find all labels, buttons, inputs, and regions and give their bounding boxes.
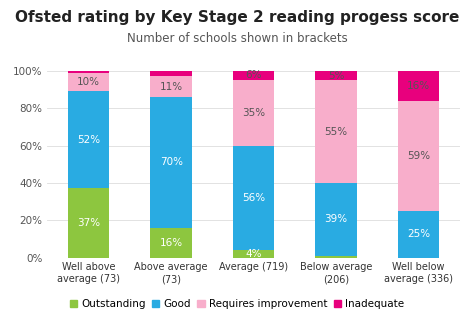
- Bar: [233, 69, 274, 80]
- Text: 5%: 5%: [328, 71, 344, 80]
- Bar: [398, 101, 439, 211]
- Bar: [316, 183, 356, 256]
- Text: Number of schools shown in brackets: Number of schools shown in brackets: [127, 32, 347, 45]
- Text: Ofsted rating by Key Stage 2 reading progess score: Ofsted rating by Key Stage 2 reading pro…: [15, 10, 459, 25]
- Text: 55%: 55%: [325, 127, 347, 137]
- Text: 39%: 39%: [325, 214, 347, 224]
- Text: 16%: 16%: [407, 81, 430, 91]
- Bar: [68, 73, 109, 91]
- Bar: [68, 71, 109, 73]
- Bar: [233, 250, 274, 258]
- Bar: [151, 76, 191, 97]
- Bar: [68, 91, 109, 188]
- Bar: [68, 188, 109, 258]
- Bar: [233, 80, 274, 146]
- Text: 52%: 52%: [77, 135, 100, 145]
- Text: 11%: 11%: [160, 82, 182, 92]
- Bar: [316, 80, 356, 183]
- Text: 6%: 6%: [246, 70, 262, 80]
- Bar: [316, 256, 356, 258]
- Bar: [151, 97, 191, 228]
- Bar: [398, 71, 439, 101]
- Text: 70%: 70%: [160, 157, 182, 167]
- Text: 37%: 37%: [77, 218, 100, 228]
- Bar: [233, 146, 274, 250]
- Text: 59%: 59%: [407, 151, 430, 161]
- Text: 10%: 10%: [77, 77, 100, 87]
- Bar: [151, 71, 191, 76]
- Text: 16%: 16%: [160, 238, 182, 248]
- Bar: [398, 211, 439, 258]
- Text: 35%: 35%: [242, 108, 265, 118]
- Text: 25%: 25%: [407, 229, 430, 239]
- Bar: [316, 71, 356, 80]
- Text: 56%: 56%: [242, 193, 265, 203]
- Text: 4%: 4%: [246, 249, 262, 259]
- Bar: [151, 228, 191, 258]
- Legend: Outstanding, Good, Requires improvement, Inadequate: Outstanding, Good, Requires improvement,…: [66, 295, 408, 314]
